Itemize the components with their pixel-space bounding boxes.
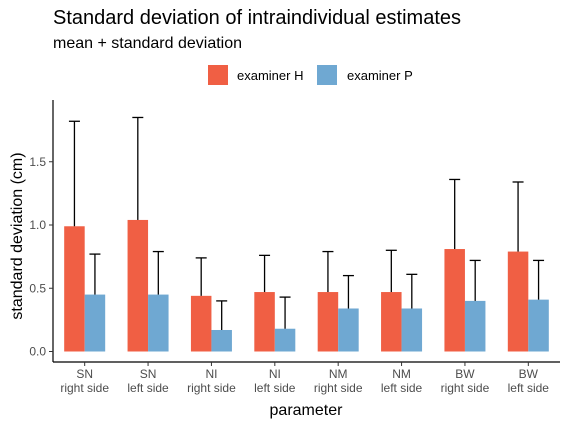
bar [381,292,402,352]
y-tick-label: 1.5 [29,155,46,169]
bar [444,249,465,352]
x-tick-label: SN left side [127,367,169,395]
y-tick-label: 0.0 [29,345,46,359]
y-tick-label: 0.5 [29,281,46,295]
legend-swatch [208,65,228,85]
x-tick-label: NM right side [314,367,363,395]
legend: examiner H examiner P [208,65,413,85]
bar [190,295,212,352]
bar [254,292,275,352]
bar [401,308,423,352]
x-tick-label: SN right side [60,367,109,395]
y-axis-title: standard deviation (cm) [9,152,26,319]
y-axis: 0.0 0.5 1.0 1.5 [29,100,54,362]
x-tick-label: BW right side [441,367,490,395]
bar [464,300,486,352]
x-tick-label: BW left side [508,367,550,395]
x-tick-label: NI right side [187,367,236,395]
bar [148,294,169,352]
bar [64,226,85,352]
legend-label: examiner H [237,68,303,83]
x-tick-label: NI left side [254,367,296,395]
bar [338,308,359,352]
bar [211,329,232,352]
legend-label: examiner P [347,68,413,83]
plot-area [64,116,549,352]
bar [84,294,106,352]
bar [528,299,549,352]
x-axis-title: parameter [270,402,344,419]
bar [507,251,529,352]
bar [274,328,296,352]
bar [127,219,149,352]
x-axis: SN right side SN left side NI right side NI lef… [53,361,560,395]
bar [317,292,339,352]
legend-swatch [317,65,337,85]
y-tick-label: 1.0 [29,218,46,232]
chart-title: Standard deviation of intraindividual es… [53,7,461,29]
x-tick-label: NM left side [381,367,423,395]
chart-subtitle: mean + standard deviation [53,35,242,52]
